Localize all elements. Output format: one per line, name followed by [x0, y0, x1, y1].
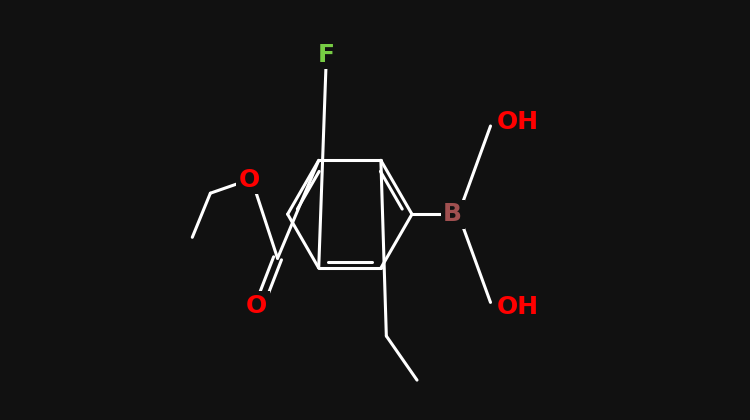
Text: F: F [318, 42, 335, 67]
Text: OH: OH [496, 110, 539, 134]
Text: B: B [443, 202, 462, 226]
Text: O: O [238, 168, 260, 192]
Text: O: O [246, 294, 267, 318]
Text: OH: OH [496, 294, 539, 319]
